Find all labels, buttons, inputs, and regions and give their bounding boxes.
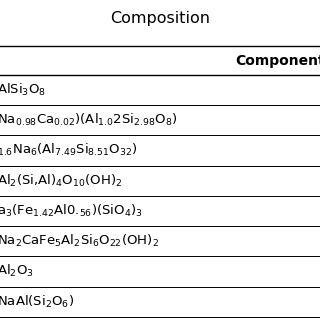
Text: Components: Components [235,53,320,68]
Text: Na$_2$CaFe$_5$Al$_2$Si$_6$O$_{22}$(OH)$_2$: Na$_2$CaFe$_5$Al$_2$Si$_6$O$_{22}$(OH)$_… [0,233,159,249]
Text: Composition: Composition [110,11,210,26]
Text: Na$_{0.98}$Ca$_{0.02}$)(Al$_{1.0}$2Si$_{2.98}$O$_8$): Na$_{0.98}$Ca$_{0.02}$)(Al$_{1.0}$2Si$_{… [0,112,177,128]
Text: NaAl(Si$_2$O$_6$): NaAl(Si$_2$O$_6$) [0,294,74,310]
Text: AlSi$_3$O$_8$: AlSi$_3$O$_8$ [0,82,46,98]
Text: Al$_2$O$_3$: Al$_2$O$_3$ [0,263,34,279]
Text: $_{1.6}$Na$_6$(Al$_{7.49}$Si$_{8.51}$O$_{32}$): $_{1.6}$Na$_6$(Al$_{7.49}$Si$_{8.51}$O$_… [0,142,137,158]
Text: a$_3$(Fe$_{1.42}$Al0.$_{56}$)(SiO$_4$)$_3$: a$_3$(Fe$_{1.42}$Al0.$_{56}$)(SiO$_4$)$_… [0,203,143,219]
Text: Al$_2$(Si,Al)$_4$O$_{10}$(OH)$_2$: Al$_2$(Si,Al)$_4$O$_{10}$(OH)$_2$ [0,172,122,189]
